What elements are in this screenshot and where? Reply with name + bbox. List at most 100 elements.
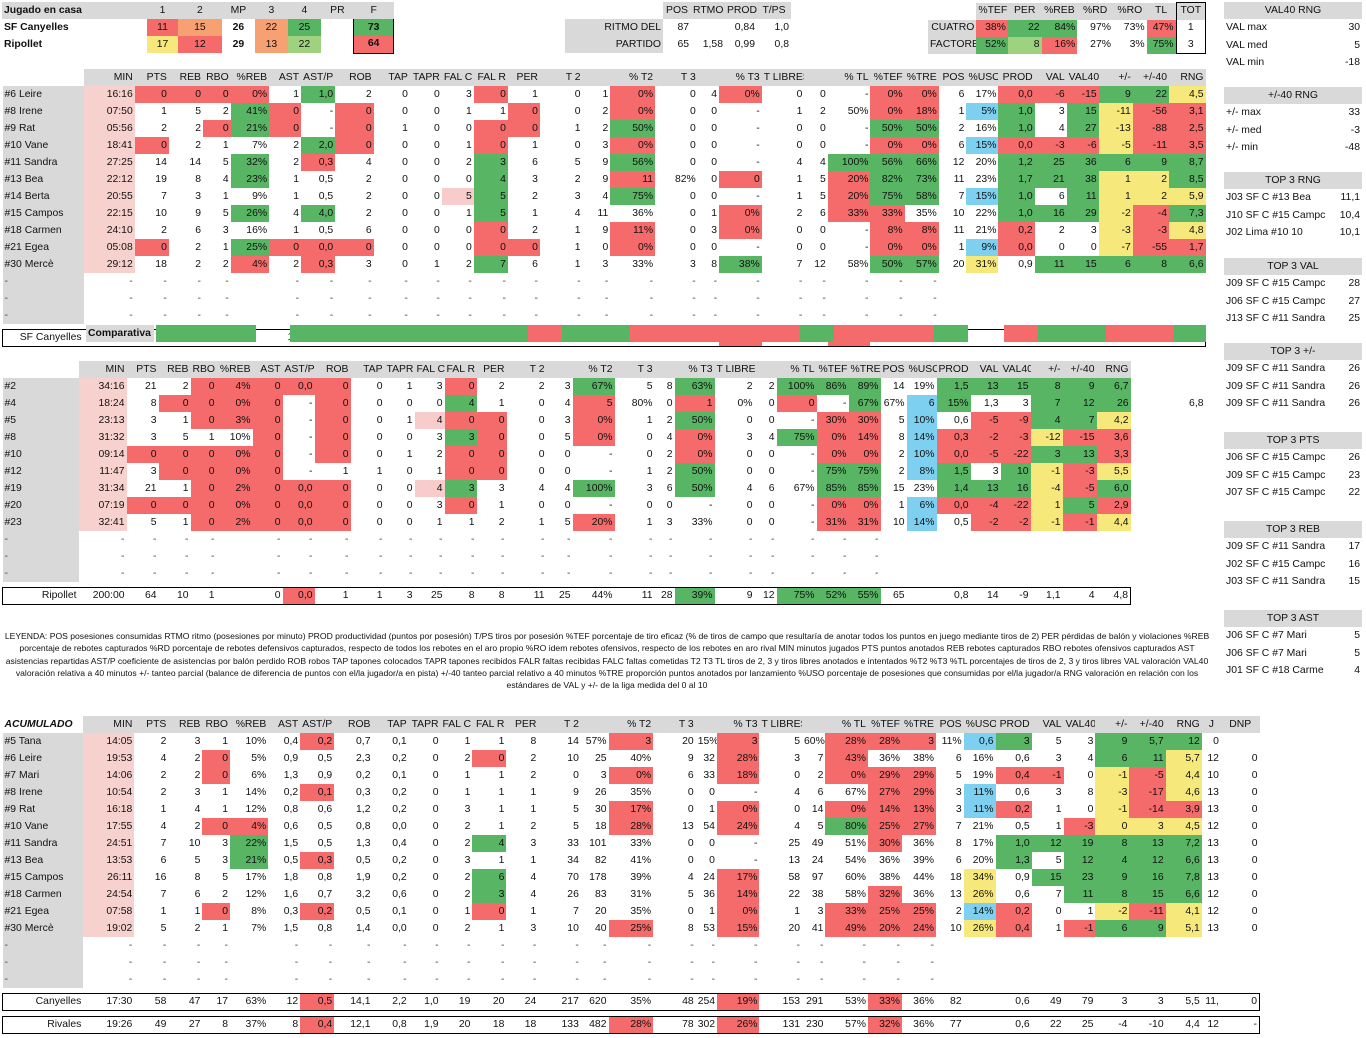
- stat-cell: 38%: [719, 256, 762, 273]
- total-cell: 26%: [716, 1015, 760, 1034]
- empty-cell: [1099, 273, 1133, 290]
- ritmo-del-partido: POS RTMO PROD T/PS RITMO DEL 87 0,84 1,0 PARTIDO…: [565, 2, 791, 53]
- stat-cell: 0%: [216, 497, 253, 514]
- stat-cell: 24: [703, 871, 715, 883]
- player-row: #11 Sandra 24:51 7 10 3 22% 1,5 0,5 1,3 0,4 0 2 4 3 33…: [2, 835, 1260, 852]
- stat-cell: 14: [189, 156, 201, 168]
- stat-cell: 16: [1034, 205, 1067, 222]
- stat-cell: 1,7: [1169, 239, 1206, 256]
- stat-cell: 1: [530, 854, 537, 866]
- stat-cell: 75%: [776, 429, 817, 446]
- stat-cell: 20%: [975, 156, 997, 168]
- stat-cell: 83: [594, 888, 607, 900]
- stat-cell: 4: [796, 156, 803, 168]
- empty-cell: [964, 954, 996, 971]
- stat-cell: 2: [768, 380, 775, 392]
- stat-cell: 0%: [674, 429, 715, 446]
- stat-cell: 3,5: [1169, 137, 1206, 154]
- stat-cell: -5: [970, 412, 1001, 429]
- stat-cell: 1: [574, 122, 581, 134]
- empty-cell: [1032, 954, 1064, 971]
- empty-cell: -: [933, 309, 937, 321]
- stat-cell: 33%: [630, 837, 652, 849]
- factores-col: %RO: [1112, 2, 1147, 20]
- stat-cell: 1: [530, 803, 537, 815]
- stat-cell: 0: [444, 497, 477, 514]
- stat-cell: 0: [820, 224, 826, 236]
- stat-cell: 10: [952, 207, 965, 219]
- empty-cell: -: [2, 307, 84, 324]
- stat-cell: 1: [1030, 497, 1063, 514]
- stat-cell: 13: [1207, 803, 1219, 815]
- side-panel-row: +/- min -48: [1224, 139, 1362, 157]
- stat-cell: 0: [507, 120, 540, 137]
- empty-cell: [1064, 937, 1096, 954]
- stat-cell: 57%: [585, 735, 607, 747]
- stat-cell: 3: [194, 786, 201, 798]
- stat-cell: 1: [182, 482, 189, 494]
- side-panel: TOP 3 PTS J06 SF C #15 Campc 26 J09 SF C #1…: [1224, 432, 1362, 502]
- stat-cell: 6,6: [1169, 256, 1206, 273]
- stat-cell: 13: [1207, 786, 1219, 798]
- total-cell: 35%: [608, 992, 654, 1011]
- stat-cell: 0,1: [392, 735, 407, 747]
- stat-cell: 3,3: [1096, 446, 1131, 463]
- stat-cell: 9: [195, 207, 201, 219]
- empty-cell: -: [603, 973, 607, 985]
- stat-cell: 22:12: [83, 171, 135, 188]
- stat-cell: 1: [222, 735, 229, 747]
- stat-cell: 0: [376, 448, 383, 460]
- stat-cell: 49: [811, 837, 824, 849]
- total-cell: 230: [802, 1015, 826, 1034]
- stat-cell: 0,6: [954, 414, 969, 426]
- col-header: T 3: [653, 716, 696, 733]
- col-header: VAL: [1031, 716, 1064, 733]
- empty-row: ------------------------: [2, 290, 1206, 307]
- stat-cell: 0: [432, 803, 439, 815]
- side-panel-row: J13 SF C #11 Sandra 25: [1224, 310, 1362, 328]
- stat-cell: 73%: [904, 171, 939, 188]
- stat-cell: 5: [820, 190, 826, 202]
- stat-cell: 1: [464, 735, 471, 747]
- side-row-label: J09 SF C #11 Sandra: [1226, 380, 1326, 392]
- stat-cell: 0: [202, 120, 231, 137]
- total-cell: 8: [268, 1015, 301, 1034]
- stat-cell: 5: [794, 735, 801, 747]
- score-cell: 12: [177, 36, 222, 53]
- stat-cell: 0%: [870, 137, 905, 154]
- player-name: #21 Egea: [2, 239, 84, 256]
- stat-cell: 0,9: [317, 769, 333, 781]
- stat-cell: 3: [794, 752, 801, 764]
- stat-cell: 12: [1129, 852, 1166, 869]
- stat-cell: 1: [709, 905, 715, 917]
- stat-cell: 0%: [610, 103, 656, 120]
- empty-cell: -: [2, 531, 79, 548]
- stat-cell: 0: [602, 241, 609, 253]
- stat-cell: 22%: [230, 835, 269, 852]
- stat-cell: 0,2: [995, 903, 1032, 920]
- total-cell: 11: [506, 586, 547, 605]
- stat-cell: 3: [602, 258, 609, 270]
- col-header: PROD: [995, 716, 1032, 733]
- stat-cell: 0: [376, 397, 383, 409]
- stat-cell: 30: [594, 803, 607, 815]
- stat-cell: 14%: [848, 429, 881, 446]
- stat-cell: 20: [952, 258, 965, 270]
- stat-cell: 4: [472, 835, 507, 852]
- side-row-value: 10,4: [1339, 209, 1360, 221]
- stat-cell: 0: [314, 378, 351, 395]
- comparativa-bar: [800, 325, 834, 342]
- stat-cell: 5,1: [1165, 920, 1202, 937]
- stat-cell: 0,3: [283, 905, 299, 917]
- stat-cell: 1: [222, 139, 229, 151]
- stat-cell: 9: [1098, 86, 1133, 103]
- stat-cell: 0: [1095, 818, 1130, 835]
- stat-cell: 0: [1087, 803, 1094, 815]
- stat-cell: 2: [498, 516, 505, 528]
- col-header: % T2: [610, 69, 656, 86]
- stat-cell: 0: [711, 173, 718, 185]
- player-name: #13 Bea: [2, 171, 84, 188]
- stat-cell: 1: [532, 139, 538, 151]
- stat-cell: 0: [768, 516, 775, 528]
- stat-cell: -: [609, 499, 613, 511]
